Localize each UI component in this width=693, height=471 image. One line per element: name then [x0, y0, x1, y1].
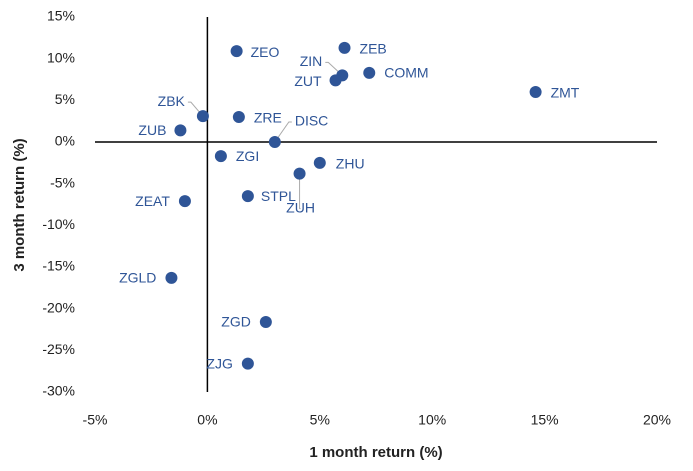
point: [529, 86, 542, 98]
point: [214, 150, 227, 163]
leader-line: [325, 61, 343, 76]
point-label: ZJG: [206, 355, 232, 371]
point: [363, 66, 376, 79]
point-label: ZEB: [360, 41, 387, 57]
point: [230, 45, 243, 58]
point: [174, 124, 187, 137]
x-tick-label: 15%: [531, 412, 559, 428]
point: [313, 156, 326, 169]
point-label: ZEO: [251, 44, 280, 60]
point-label: ZUT: [294, 73, 322, 89]
y-tick-label: -20%: [42, 299, 75, 315]
point-label: ZUB: [138, 122, 166, 138]
point: [165, 271, 178, 284]
point-label: ZMT: [551, 85, 580, 101]
point-label: STPL: [261, 188, 296, 204]
x-axis-label: 1 month return (%): [309, 444, 442, 461]
y-tick-label: -30%: [42, 383, 75, 399]
x-tick-label: -5%: [83, 412, 108, 428]
point-label: ZGLD: [119, 270, 156, 286]
point: [178, 195, 191, 208]
y-tick-label: 15%: [47, 8, 75, 24]
point-label: ZBK: [158, 93, 186, 109]
point: [232, 111, 245, 123]
point: [338, 41, 351, 54]
point-label: ZGD: [221, 314, 251, 330]
y-tick-label: -25%: [42, 341, 75, 357]
y-tick-label: 5%: [55, 91, 75, 107]
point: [268, 136, 281, 148]
x-tick-label: 20%: [643, 412, 671, 428]
y-tick-label: -10%: [42, 216, 75, 232]
point-label: ZRE: [254, 110, 282, 126]
point: [241, 357, 254, 370]
leader-line: [187, 101, 204, 117]
y-tick-label: -5%: [50, 174, 75, 190]
leader-line: [299, 173, 301, 210]
x-tick-label: 5%: [310, 412, 330, 428]
point-label: DISC: [295, 113, 328, 129]
y-axis-label: 3 month return (%): [11, 138, 28, 271]
point-label: ZUH: [286, 199, 315, 215]
point-label: ZEAT: [135, 193, 170, 209]
y-tick-label: 0%: [55, 133, 75, 149]
x-tick-label: 10%: [418, 412, 446, 428]
point: [329, 74, 342, 87]
y-tick-label: 10%: [47, 49, 75, 65]
point-label: COMM: [384, 65, 428, 81]
point: [241, 190, 254, 203]
y-tick-label: -15%: [42, 258, 75, 274]
point: [259, 316, 272, 328]
point: [196, 110, 209, 123]
point: [293, 167, 306, 180]
point-label: ZIN: [300, 53, 323, 69]
leader-line: [274, 121, 292, 143]
point-label: ZGI: [236, 148, 259, 164]
point-label: ZHU: [336, 156, 365, 172]
x-tick-label: 0%: [197, 412, 217, 428]
